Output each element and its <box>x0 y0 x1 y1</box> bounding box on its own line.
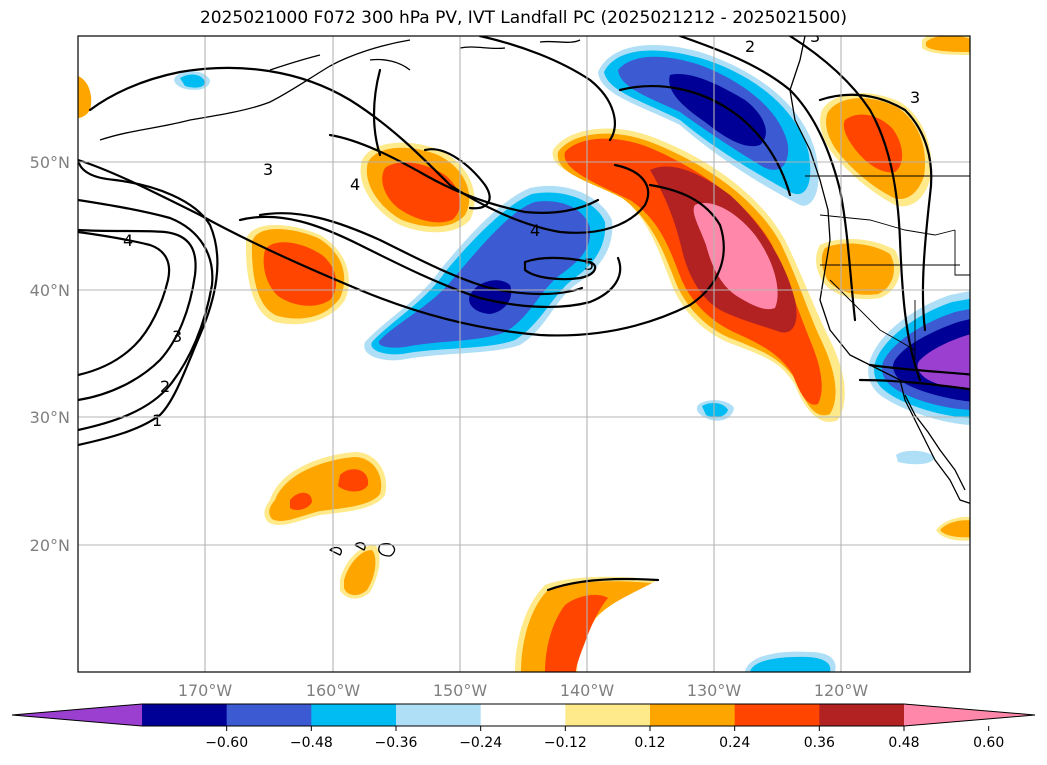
colorbar-tick-label: 0.36 <box>804 735 835 751</box>
colorbar-tick-label: −0.48 <box>290 735 333 751</box>
colorbar-segment <box>311 704 397 726</box>
contour-label: 4 <box>530 221 540 240</box>
map-frame <box>77 35 971 673</box>
colorbar-tick-label: 0.12 <box>634 735 665 751</box>
colorbar-tick-label: −0.12 <box>544 735 587 751</box>
borders <box>805 175 970 360</box>
colorbar-segment <box>480 704 566 726</box>
contour-label: 1 <box>152 411 162 430</box>
colorbar-tick-label: −0.24 <box>459 735 502 751</box>
colorbar-extend-high <box>904 704 1035 726</box>
colorbar-tick-label: −0.36 <box>375 735 418 751</box>
contour-label: 3 <box>810 27 820 46</box>
colorbar-extend-low <box>12 704 142 726</box>
lat-label: 20°N <box>30 536 70 555</box>
contour-label: 5 <box>584 255 594 274</box>
contour-label: 3 <box>263 160 273 179</box>
colorbar-tick-label: −0.60 <box>205 735 248 751</box>
colorbar-segment <box>142 704 228 726</box>
contour-label: 2 <box>745 37 755 56</box>
lat-labels: 50°N 40°N 30°N 20°N <box>30 153 70 555</box>
contour-label: 2 <box>160 377 170 396</box>
lat-label: 50°N <box>30 153 70 172</box>
colorbar-segment <box>565 704 651 726</box>
lon-label: 150°W <box>433 681 488 700</box>
coastlines <box>99 36 970 557</box>
lon-labels: 170°W 160°W 150°W 140°W 130°W 120°W <box>178 681 869 700</box>
lat-label: 40°N <box>30 281 70 300</box>
contour-label: 4 <box>123 231 133 250</box>
map-title: 2025021000 F072 300 hPa PV, IVT Landfall… <box>199 8 847 28</box>
colorbar-tick-label: 0.48 <box>888 735 919 751</box>
colorbar-outline <box>11 703 1036 727</box>
lon-label: 160°W <box>306 681 361 700</box>
map-area: 1 2 3 3 4 4 4 5 2 3 3 <box>78 27 970 672</box>
lon-label: 130°W <box>687 681 742 700</box>
contour-label: 3 <box>172 327 182 346</box>
colorbar-segment <box>396 704 482 726</box>
lon-label: 170°W <box>178 681 233 700</box>
colorbar: −0.60 −0.48 −0.36 −0.24 −0.12 0.12 0.24 0.36 0.4… <box>11 703 1036 751</box>
colorbar-segment <box>734 704 820 726</box>
colorbar-segment <box>650 704 736 726</box>
lon-label: 140°W <box>560 681 615 700</box>
lat-label: 30°N <box>30 408 70 427</box>
lon-label: 120°W <box>814 681 869 700</box>
ivt-contours <box>78 36 970 592</box>
contour-labels: 1 2 3 3 4 4 4 5 2 3 3 <box>123 27 920 430</box>
colorbar-tick-label: 0.24 <box>719 735 750 751</box>
colorbar-segment <box>819 704 905 726</box>
colorbar-segment <box>226 704 312 726</box>
colorbar-tick-label: 0.60 <box>973 735 1004 751</box>
pv-anomaly-fill <box>78 36 970 672</box>
contour-label: 3 <box>910 88 920 107</box>
contour-label: 4 <box>350 175 360 194</box>
gridlines <box>78 36 970 672</box>
